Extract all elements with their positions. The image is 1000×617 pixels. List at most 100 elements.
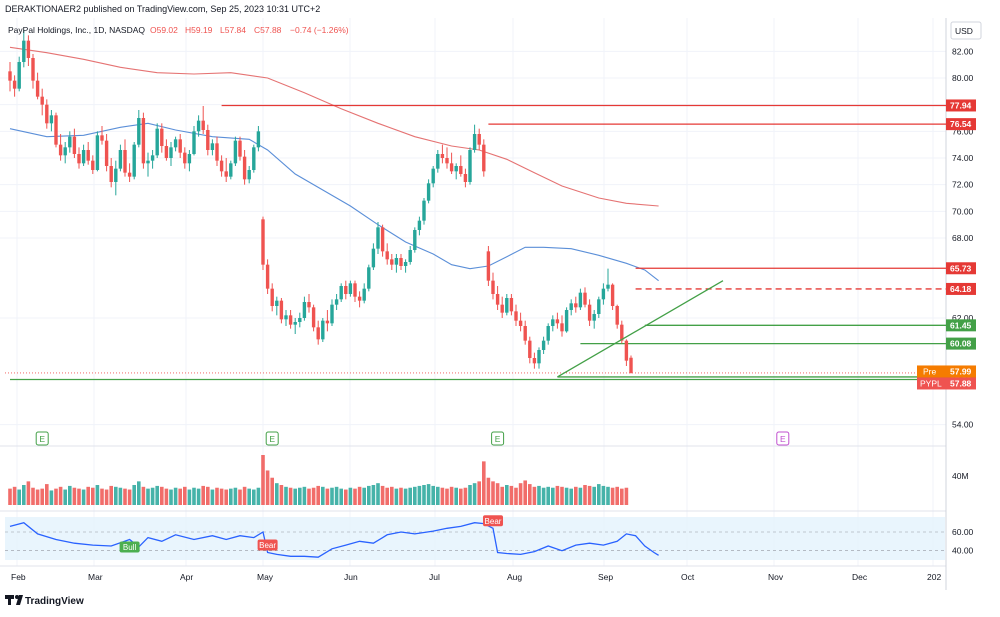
candle-body (178, 139, 182, 153)
volume-bar (491, 481, 495, 505)
candle-body (279, 300, 284, 320)
volume-bar (118, 487, 123, 505)
ma-slow-line (9, 46, 659, 207)
candle-body (403, 262, 408, 266)
volume-bar (150, 487, 155, 505)
x-tick-label: May (257, 572, 274, 582)
candle-body (564, 310, 569, 332)
candle-body (95, 135, 100, 170)
volume-bar (63, 489, 67, 505)
candle-body (275, 300, 279, 306)
volume-bar (233, 487, 238, 505)
time-axis[interactable]: Feb Mar Apr May Jun Jul Aug Sep Oct Nov Dec 202 (11, 572, 941, 582)
volume-bar (45, 484, 49, 505)
pane-separators (0, 18, 947, 590)
pre-tag-box (917, 365, 946, 378)
x-tick-label: Apr (180, 572, 193, 582)
candle-body (413, 230, 417, 250)
candle-body (325, 320, 330, 324)
rsi-signal-label: Bear (485, 517, 502, 526)
level-tag-box (946, 337, 976, 350)
candle-body (132, 144, 136, 177)
level-tag-label: 76.54 (950, 119, 972, 129)
rsi-signal-label: Bull (123, 543, 137, 552)
volume-bar (509, 485, 514, 505)
candle-body (615, 306, 619, 325)
candle-body (215, 143, 219, 161)
volume-bar (601, 485, 606, 505)
volume-bar (390, 486, 394, 505)
volume-bar (422, 485, 426, 505)
volume-bar (279, 485, 284, 505)
earnings-icon (265, 431, 279, 446)
candle-body (196, 120, 201, 132)
trendline-segment (557, 280, 724, 378)
volume-bar (192, 487, 196, 505)
volume-bar (178, 488, 182, 505)
symbol-title[interactable]: PayPal Holdings, Inc., 1D, NASDAQ (8, 25, 145, 35)
candle-body (137, 118, 141, 145)
candle-body (26, 40, 31, 58)
candle-body (371, 248, 376, 268)
trendline[interactable] (557, 280, 724, 378)
candle-body (77, 154, 81, 164)
volume-bar (551, 487, 555, 505)
volume-bar (505, 485, 509, 505)
volume-bar (127, 489, 132, 505)
volume-bar (436, 486, 440, 505)
volume-bar (514, 487, 518, 505)
volume-bar (380, 485, 385, 505)
volume-bar (201, 485, 205, 505)
volume-bar (597, 484, 601, 505)
candle-body (192, 131, 196, 154)
volume-bar (348, 487, 353, 505)
volume-bar (137, 481, 141, 505)
level-tag-box (946, 118, 976, 131)
level-tag-box (946, 319, 976, 332)
volume-bar (219, 488, 224, 505)
price-tag-box (946, 365, 976, 378)
volume-bar (620, 488, 624, 505)
candle-body (311, 307, 316, 328)
volume-bar (256, 487, 261, 505)
volume-bar (155, 485, 159, 505)
y-tick-label: 70.00 (952, 206, 974, 216)
currency-button[interactable] (950, 21, 982, 40)
volume-bar (261, 455, 265, 505)
candle-body (118, 150, 123, 169)
x-tick-label: Nov (768, 572, 784, 582)
volume-bar (215, 487, 219, 505)
volume-bar (141, 486, 146, 505)
volume-bar (109, 485, 113, 505)
candle-body (385, 251, 389, 260)
candle-body (339, 286, 343, 300)
volume-bar (316, 485, 320, 505)
volume-bar (275, 483, 279, 505)
candle-body (541, 340, 546, 350)
volume-bar (592, 486, 596, 505)
candle-body (597, 299, 601, 314)
candle-body (256, 131, 261, 148)
candle-body (367, 267, 371, 289)
volume-bar (224, 489, 228, 505)
ohlc-open: O59.02 (150, 25, 178, 35)
candle-body (587, 304, 592, 321)
candle-body (445, 158, 449, 164)
volume-bar (8, 488, 12, 505)
candle-body (362, 288, 366, 301)
candle-body (477, 134, 481, 145)
volume-bar (95, 485, 100, 505)
candle-body (344, 286, 348, 294)
horizontal-levels[interactable] (5, 104, 946, 381)
candle-body (270, 288, 274, 306)
x-tick-label: 202 (927, 572, 941, 582)
candle-body (91, 160, 95, 170)
candle-body (523, 326, 527, 341)
candle-body (183, 152, 187, 164)
volume-bar (399, 487, 403, 505)
level-tag-label: 64.18 (950, 284, 972, 294)
volume-bar (449, 486, 454, 505)
candle-body (86, 150, 90, 161)
